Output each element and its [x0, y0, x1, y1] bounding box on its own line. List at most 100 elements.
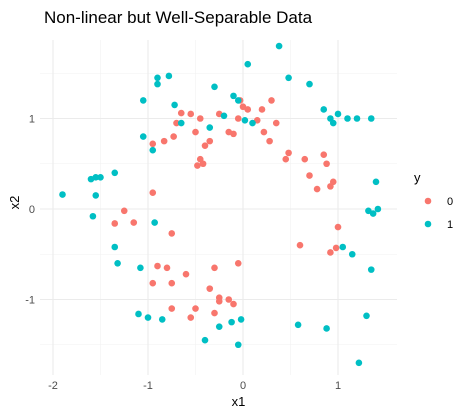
- data-point: [320, 151, 328, 158]
- data-point: [323, 160, 330, 168]
- data-point: [139, 133, 147, 140]
- data-point: [294, 321, 302, 329]
- data-point: [149, 189, 157, 197]
- data-point: [234, 341, 242, 349]
- data-point: [230, 130, 237, 138]
- data-point: [92, 174, 100, 181]
- x-axis-title: x1: [232, 394, 246, 409]
- data-point: [187, 110, 195, 118]
- legend-title: y: [414, 170, 421, 185]
- y-tick-label: -1: [25, 295, 35, 307]
- data-point: [120, 207, 128, 215]
- data-point: [220, 112, 228, 120]
- data-point: [327, 249, 334, 256]
- data-point: [237, 316, 245, 323]
- data-point: [285, 149, 292, 157]
- y-tick-label: 1: [29, 114, 35, 126]
- data-point: [89, 212, 97, 220]
- data-point: [369, 210, 377, 217]
- data-point: [260, 128, 268, 136]
- data-point: [139, 97, 147, 104]
- data-point: [137, 264, 144, 272]
- data-point: [151, 219, 158, 226]
- data-point: [348, 250, 356, 258]
- data-point: [168, 279, 176, 287]
- data-point: [285, 74, 292, 82]
- data-point: [160, 137, 168, 145]
- data-point: [211, 309, 218, 317]
- data-point: [201, 336, 209, 344]
- data-point: [258, 106, 266, 113]
- data-point: [168, 230, 176, 237]
- data-point: [149, 279, 157, 287]
- series-1: [59, 42, 382, 367]
- data-point: [234, 97, 242, 104]
- data-point: [111, 243, 119, 251]
- data-point: [313, 185, 321, 193]
- data-point: [344, 115, 351, 122]
- data-point: [92, 192, 100, 199]
- series-0: [111, 97, 342, 321]
- data-point: [144, 314, 152, 321]
- legend-key-0: [424, 197, 432, 205]
- data-point: [329, 178, 337, 186]
- legend-label-0: 0: [447, 196, 453, 208]
- data-point: [154, 262, 161, 270]
- data-point: [215, 323, 223, 330]
- data-point: [355, 359, 363, 367]
- data-point: [154, 80, 161, 88]
- data-point: [171, 101, 178, 109]
- data-point: [301, 155, 309, 163]
- grid-lines: [40, 40, 397, 375]
- data-point: [367, 266, 375, 273]
- x-tick-label: 0: [240, 380, 246, 392]
- data-point: [154, 74, 161, 82]
- x-tick-label: -2: [48, 380, 58, 392]
- data-point: [306, 80, 313, 88]
- data-point: [199, 160, 207, 168]
- data-point: [168, 305, 176, 312]
- data-point: [182, 270, 190, 278]
- y-tick-label: 0: [29, 204, 35, 216]
- data-point: [149, 146, 157, 154]
- data-point: [339, 243, 347, 251]
- data-point: [332, 244, 340, 252]
- data-point: [97, 174, 104, 181]
- data-point: [234, 115, 242, 122]
- data-point: [187, 314, 195, 321]
- data-point: [323, 325, 330, 332]
- data-point: [241, 117, 249, 124]
- data-point: [111, 169, 119, 177]
- data-point: [196, 115, 204, 122]
- data-point: [296, 241, 304, 249]
- data-point: [192, 305, 199, 312]
- data-point: [177, 119, 185, 127]
- data-point: [230, 300, 237, 308]
- data-point: [374, 205, 382, 213]
- data-point: [275, 42, 283, 50]
- data-point: [372, 178, 380, 186]
- data-point: [334, 223, 342, 231]
- data-point: [206, 285, 214, 292]
- data-point: [320, 106, 328, 113]
- data-point: [206, 137, 214, 145]
- data-point: [228, 318, 235, 326]
- data-point: [353, 115, 361, 122]
- data-point: [282, 155, 290, 163]
- data-point: [215, 298, 223, 305]
- data-point: [329, 119, 337, 127]
- data-point: [266, 137, 273, 145]
- x-tick-label: -1: [143, 380, 153, 392]
- data-point: [170, 133, 177, 140]
- data-point: [173, 119, 180, 127]
- data-point: [363, 312, 370, 320]
- data-point: [149, 140, 157, 148]
- data-point: [163, 264, 171, 272]
- x-tick-label: 1: [335, 380, 341, 392]
- legend-label-1: 1: [447, 219, 453, 231]
- data-point: [234, 260, 242, 267]
- data-point: [367, 115, 375, 122]
- data-point: [201, 142, 209, 149]
